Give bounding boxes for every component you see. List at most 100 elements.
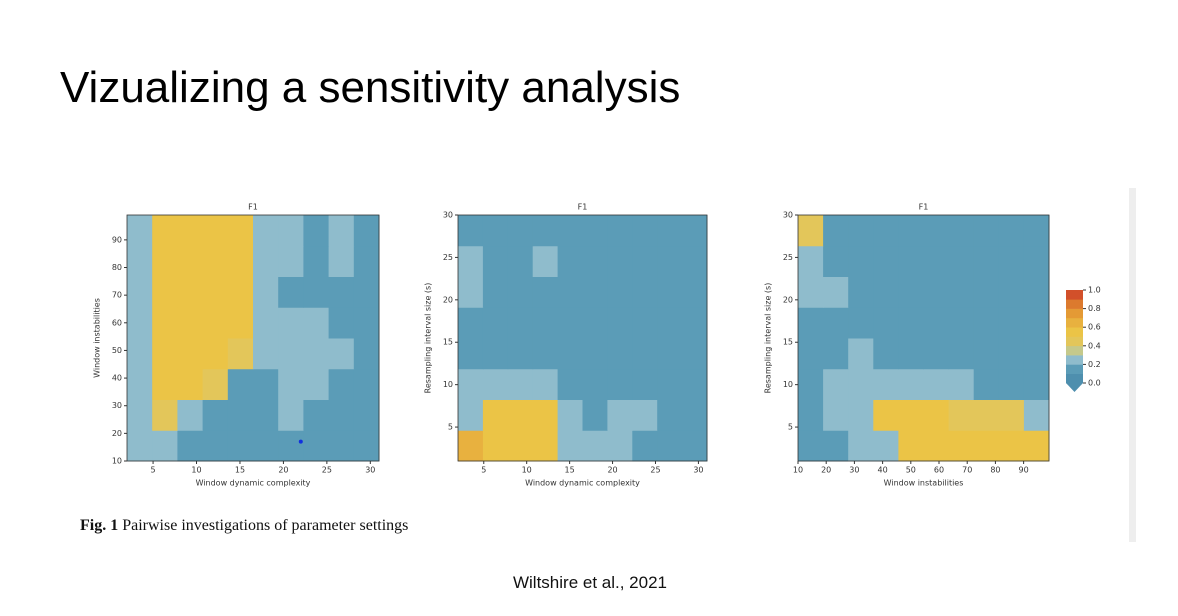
colorbar-band (1066, 317, 1083, 328)
contour-cell (303, 338, 330, 370)
contour-cell (127, 276, 153, 308)
y-tick-label: 25 (783, 253, 793, 262)
contour-cell (482, 430, 509, 462)
contour-cell (202, 215, 229, 247)
contour-cell (582, 307, 608, 339)
contour-cell (848, 276, 874, 308)
contour-cell (253, 430, 279, 462)
contour-cell (998, 430, 1025, 462)
contour-cell (898, 276, 924, 308)
contour-cell (632, 215, 658, 247)
colorbar-tick-label: 1.0 (1088, 286, 1101, 295)
x-tick-label: 15 (565, 466, 575, 475)
contour-cell (632, 276, 658, 308)
plot-frame (457, 214, 708, 462)
contour-cell (458, 399, 484, 431)
contour-cell (948, 215, 975, 247)
contour-cell (328, 276, 355, 308)
colorbar-tick-label: 0.0 (1088, 379, 1101, 388)
contour-cell (177, 307, 204, 339)
y-tick-label: 40 (112, 374, 122, 383)
caption-label: Fig. 1 (80, 517, 118, 534)
contour-cell (253, 338, 279, 370)
contour-cell (557, 215, 583, 247)
contour-cell (458, 307, 484, 339)
contour-cell (607, 245, 633, 277)
contour-cell (898, 430, 924, 462)
contour-cell (873, 430, 899, 462)
contour-cell (458, 215, 484, 247)
contour-cell (253, 307, 279, 339)
colorbar-band (1066, 290, 1083, 300)
contour-cell (278, 430, 304, 462)
contour-cell (682, 276, 708, 308)
contour-cell (923, 307, 950, 339)
contour-cell (923, 245, 950, 277)
contour-cell (582, 338, 608, 370)
contour-cell (923, 430, 950, 462)
contour-cell (632, 245, 658, 277)
contour-cell (328, 430, 355, 462)
contour-cell (278, 338, 304, 370)
y-tick-label: 15 (783, 338, 793, 347)
contour-cell (353, 430, 380, 462)
contour-cell (582, 245, 608, 277)
figure-caption: Fig. 1 Pairwise investigations of parame… (80, 517, 408, 534)
contour-cell (1023, 276, 1050, 308)
contour-cell (632, 307, 658, 339)
colorbar-tick-label: 0.4 (1088, 341, 1101, 350)
contour-cell (823, 338, 849, 370)
y-tick-label: 10 (443, 380, 453, 389)
contour-cell (177, 399, 204, 431)
contour-cell (152, 215, 178, 247)
contour-cell (798, 368, 824, 400)
contour-cell (202, 430, 229, 462)
y-tick-label: 30 (112, 401, 122, 410)
contour-cell (998, 276, 1025, 308)
contour-cell (948, 430, 975, 462)
x-tick-label: 15 (235, 466, 245, 475)
contour-cell (898, 245, 924, 277)
contour-cell (1023, 430, 1050, 462)
contour-cell (682, 245, 708, 277)
contour-cell (848, 215, 874, 247)
contour-cell (873, 399, 899, 431)
y-tick-label: 25 (443, 253, 453, 262)
contour-cell (798, 307, 824, 339)
x-tick-label: 25 (650, 466, 660, 475)
x-tick-label: 40 (878, 466, 888, 475)
contour-cell (127, 338, 153, 370)
x-tick-label: 25 (322, 466, 332, 475)
contour-cell (532, 276, 559, 308)
contour-cell (303, 368, 330, 400)
contour-cell (328, 338, 355, 370)
plot-frame (126, 214, 380, 462)
contour-cell (607, 215, 633, 247)
contour-cell (328, 215, 355, 247)
contour-cell (507, 399, 534, 431)
contour-cell (823, 245, 849, 277)
contour-cell (328, 245, 355, 277)
contour-cell (948, 276, 975, 308)
x-tick-label: 80 (990, 466, 1000, 475)
contour-cell (607, 399, 633, 431)
contour-cell (632, 430, 658, 462)
contour-cell (923, 338, 950, 370)
colorbar-band (1066, 364, 1083, 374)
x-tick-label: 5 (151, 466, 156, 475)
contour-cell (848, 307, 874, 339)
contour-cell (557, 368, 583, 400)
contour-cell (657, 338, 683, 370)
contour-cell (532, 245, 559, 277)
contour-cell (998, 215, 1025, 247)
contour-cell (152, 399, 178, 431)
y-tick-label: 20 (783, 295, 793, 304)
contour-cell (482, 368, 509, 400)
contour-cell (177, 215, 204, 247)
contour-cell (458, 276, 484, 308)
contour-cell (898, 215, 924, 247)
contour-cell (657, 368, 683, 400)
contour-cell (948, 307, 975, 339)
contour-cell (557, 338, 583, 370)
contour-cell (607, 338, 633, 370)
